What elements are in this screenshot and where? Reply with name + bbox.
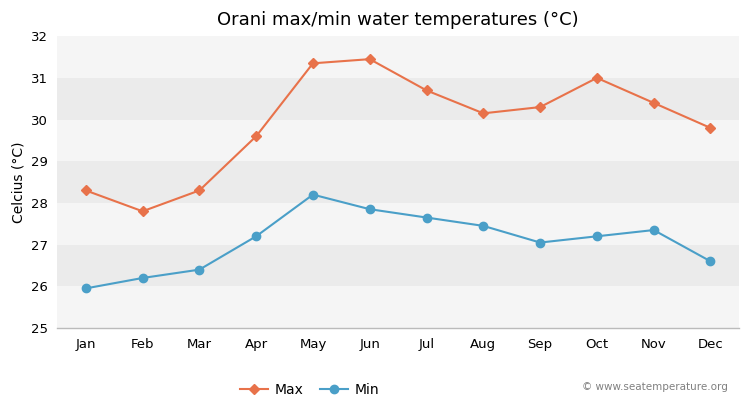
Min xyxy=(365,207,374,212)
Line: Max: Max xyxy=(82,56,714,215)
Min xyxy=(195,267,204,272)
Bar xyxy=(58,161,739,203)
Y-axis label: Celcius (°C): Celcius (°C) xyxy=(11,141,25,223)
Max xyxy=(195,188,204,193)
Max xyxy=(592,76,602,80)
Min xyxy=(81,286,90,291)
Max xyxy=(650,100,658,105)
Min xyxy=(308,192,317,197)
Text: © www.seatemperature.org: © www.seatemperature.org xyxy=(582,382,728,392)
Min xyxy=(422,215,431,220)
Bar xyxy=(58,286,739,328)
Min xyxy=(706,259,715,264)
Min xyxy=(138,276,147,280)
Min xyxy=(536,240,544,245)
Max xyxy=(308,61,317,66)
Min xyxy=(478,224,488,228)
Max xyxy=(365,57,374,62)
Bar xyxy=(58,36,739,78)
Title: Orani max/min water temperatures (°C): Orani max/min water temperatures (°C) xyxy=(217,11,579,29)
Max xyxy=(138,209,147,214)
Max xyxy=(706,126,715,130)
Max xyxy=(536,105,544,110)
Max xyxy=(81,188,90,193)
Bar xyxy=(58,203,739,245)
Min xyxy=(252,234,261,239)
Min xyxy=(650,228,658,232)
Bar xyxy=(58,78,739,120)
Bar xyxy=(58,120,739,161)
Legend: Max, Min: Max, Min xyxy=(234,378,385,400)
Max xyxy=(422,88,431,93)
Max xyxy=(478,111,488,116)
Min xyxy=(592,234,602,239)
Line: Min: Min xyxy=(82,190,715,292)
Max xyxy=(252,134,261,139)
Bar xyxy=(58,245,739,286)
